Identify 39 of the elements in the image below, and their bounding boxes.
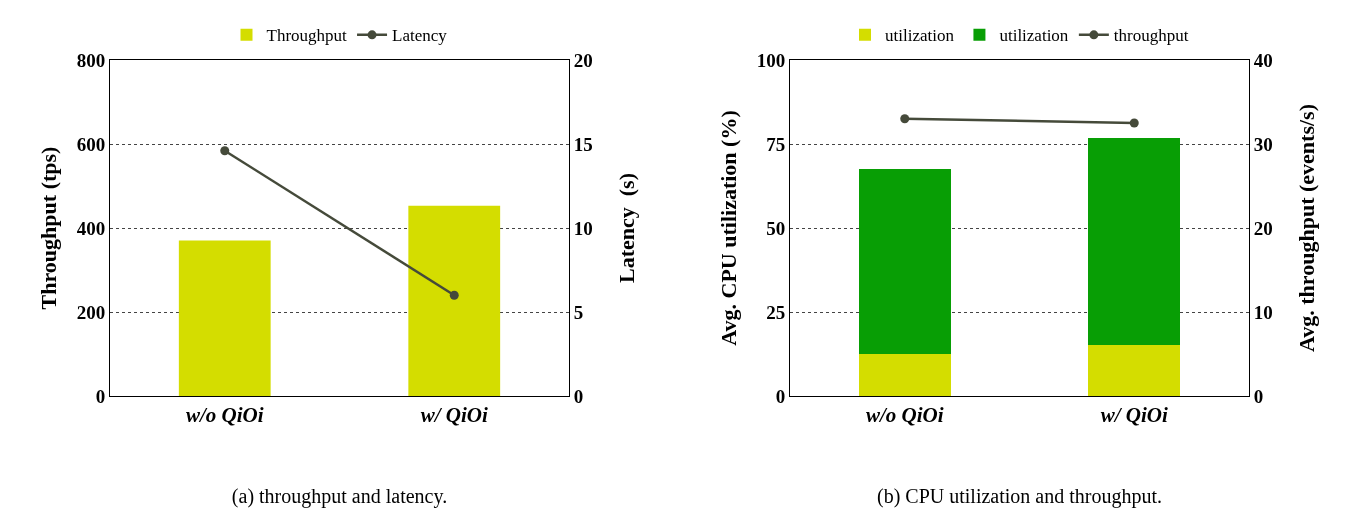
y-tick-label: 0 [775, 385, 786, 407]
y2-tick-label: 10 [573, 217, 593, 239]
y2-tick-label: 10 [1253, 301, 1273, 323]
legend-label: Throughput [266, 26, 348, 46]
bar [1088, 345, 1181, 396]
y2-tick-label: 20 [573, 49, 593, 71]
bar [1088, 138, 1181, 346]
y2-tick-label: 15 [573, 133, 593, 155]
y2-tick-label: 20 [1253, 217, 1273, 239]
y-tick-label: 75 [766, 133, 786, 155]
bar [858, 354, 951, 396]
y2-tick-label: 30 [1253, 133, 1273, 155]
y2-tick-label: 5 [573, 301, 584, 323]
y2-axis-title: Avg. throughput (events/s) [1294, 104, 1319, 352]
text: (b) CPU utilization and throughput. [877, 485, 1162, 509]
legend-label: throughput [1113, 26, 1189, 46]
y-tick-label: 25 [766, 301, 786, 323]
y2-tick-label: 0 [573, 385, 584, 407]
y-tick-label: 400 [76, 217, 106, 239]
x-tick-label: w/ QiOi [420, 403, 488, 428]
x-tick-label: w/o QiOi [185, 403, 264, 428]
y-axis-title: Avg. CPU utilization (%) [716, 110, 741, 346]
text: (a) throughput and latency. [231, 485, 448, 509]
x-tick-label: w/o QiOi [865, 403, 944, 428]
legend-label: utilization [885, 26, 955, 46]
y2-tick-label: 0 [1253, 385, 1264, 407]
y-tick-label: 50 [766, 217, 786, 239]
y-tick-label: 0 [95, 385, 106, 407]
y2-tick-label: 40 [1253, 49, 1273, 71]
y-tick-label: 100 [756, 49, 786, 71]
legend-label: utilization [999, 26, 1069, 46]
y-tick-label: 600 [76, 133, 106, 155]
y2-axis-title: Latency (s) [614, 173, 639, 283]
legend-label: Latency [392, 26, 448, 46]
bar [858, 168, 951, 355]
x-tick-label: w/ QiOi [1100, 403, 1168, 428]
y-axis-title: Throughput (tps) [36, 146, 61, 310]
y-tick-label: 200 [76, 301, 106, 323]
y-tick-label: 800 [76, 49, 106, 71]
